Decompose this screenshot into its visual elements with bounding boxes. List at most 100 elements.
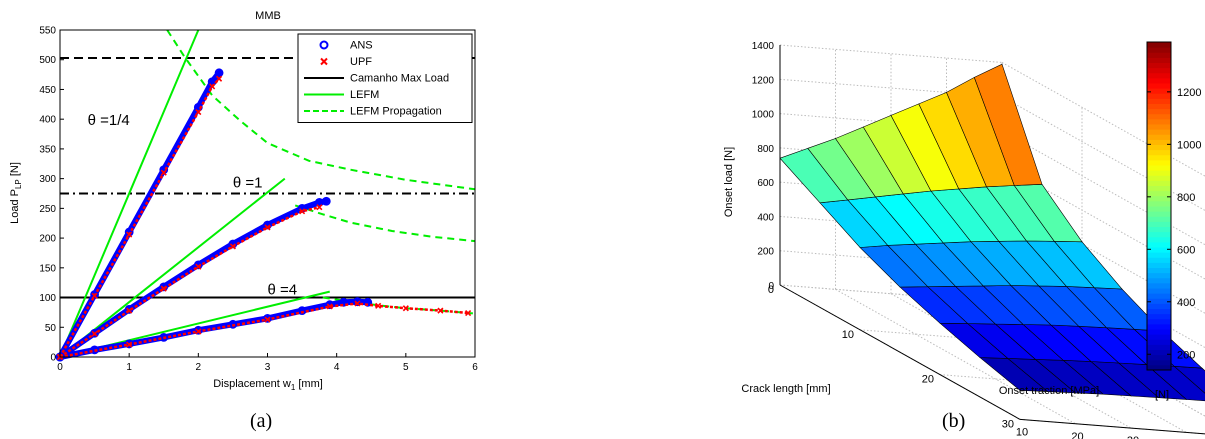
colorbar-tick-label: 1000	[1177, 139, 1201, 151]
series-upf-point	[354, 300, 361, 307]
colorbar-segment	[1147, 206, 1171, 212]
series-ans-point	[214, 68, 224, 78]
crack-length-tick-label: 0	[768, 284, 774, 296]
colorbar-segment	[1147, 134, 1171, 140]
lefm-propagation-curve	[294, 204, 476, 243]
series-upf-point	[264, 316, 271, 323]
colorbar-segment	[1147, 195, 1171, 202]
x-tick-label: 0	[57, 362, 63, 373]
colorbar-segment	[1147, 257, 1171, 263]
colorbar-segment	[1147, 200, 1171, 207]
colorbar-tick-label: 1200	[1177, 87, 1201, 99]
colorbar-tick-label: 600	[1177, 244, 1195, 256]
colorbar-segment	[1147, 88, 1171, 94]
series-upf-band	[59, 302, 469, 359]
onset-load-surface-chart: 0200400600800100012001400010203010203040…	[723, 41, 1205, 439]
series-upf-point	[402, 305, 409, 312]
onset-traction-tick-label: 20	[1071, 431, 1083, 439]
y-tick-label: 300	[39, 174, 56, 185]
z-tick-label: 1400	[752, 41, 775, 52]
surface-patch	[973, 63, 1043, 186]
series-upf-point	[195, 328, 202, 335]
series-upf-point	[209, 83, 216, 90]
legend-ans-marker	[319, 40, 329, 50]
series-upf-point	[229, 243, 236, 250]
theta-annotation: θ =1/4	[88, 112, 130, 129]
series-upf-point	[126, 307, 133, 314]
colorbar-segment	[1147, 313, 1171, 320]
series-ans-point	[353, 297, 362, 307]
y-tick-label: 50	[45, 323, 57, 334]
colorbar-segment	[1147, 165, 1171, 171]
colorbar-segment	[1147, 241, 1171, 248]
colorbar-tick-label: 800	[1177, 192, 1195, 204]
y-tick-label: 150	[39, 263, 56, 274]
colorbar-segment	[1147, 139, 1171, 145]
series-upf-point	[465, 309, 472, 317]
colorbar-segment	[1147, 180, 1171, 186]
y-tick-label: 450	[39, 85, 56, 96]
colorbar-segment	[1147, 144, 1171, 151]
colorbar-segment	[1147, 329, 1171, 335]
series-upf-point	[195, 108, 202, 116]
series-upf-point	[299, 208, 306, 215]
colorbar-segment	[1147, 175, 1171, 181]
caption-right: (b)	[942, 410, 966, 432]
grid-line	[779, 44, 1003, 63]
colorbar-segment	[1147, 298, 1171, 304]
z-tick-label: 400	[757, 212, 774, 223]
series-ans-point	[321, 196, 331, 206]
series-ans-point	[228, 319, 238, 329]
colorbar-segment	[1147, 354, 1171, 361]
y-tick-label: 250	[39, 204, 56, 215]
y-tick-label: 350	[39, 144, 56, 155]
colorbar-segment	[1147, 159, 1171, 166]
colorbar-segment	[1147, 185, 1171, 192]
colorbar-segment	[1147, 42, 1171, 48]
theta-annotation: θ =1	[233, 175, 263, 192]
crack-length-axis-label: Crack length [mm]	[741, 383, 830, 395]
onset-traction-tick-label: 10	[1016, 426, 1028, 438]
colorbar-segment	[1147, 252, 1171, 258]
colorbar-segment	[1147, 277, 1171, 284]
colorbar-segment	[1147, 293, 1171, 299]
colorbar-label: [N]	[1155, 389, 1169, 401]
colorbar-segment	[1147, 62, 1171, 69]
z-tick-label: 1200	[752, 75, 775, 86]
y-tick-label: 550	[39, 26, 56, 37]
y-axis-label: Load PLP [N]	[9, 162, 23, 224]
lefm-propagation-curve	[166, 29, 476, 191]
series-upf-point	[160, 169, 167, 176]
legend-entry-label: UPF	[350, 56, 372, 68]
chart-title: MMB	[255, 10, 281, 22]
colorbar-segment	[1147, 149, 1171, 156]
series-upf-point	[264, 224, 271, 231]
colorbar: 200 400 600 800 1000 1200	[1146, 41, 1201, 371]
series-upf-point	[316, 204, 323, 211]
legend-entry-label: ANS	[350, 40, 373, 52]
colorbar-segment	[1147, 129, 1171, 135]
series-upf-point	[91, 292, 98, 299]
colorbar-segment	[1147, 334, 1171, 340]
colorbar-segment	[1147, 272, 1171, 279]
grid-line	[1001, 96, 1205, 211]
y-tick-label: 100	[39, 293, 56, 304]
colorbar-segment	[1147, 247, 1171, 253]
series-ans-point	[90, 290, 99, 299]
series-upf-point	[160, 285, 167, 292]
grid-line	[835, 288, 1076, 425]
series-ans-point	[228, 239, 238, 249]
colorbar-segment	[1147, 221, 1171, 227]
series-upf-point	[326, 303, 333, 310]
colorbar-segment	[1147, 308, 1171, 315]
y-tick-label: 0	[50, 353, 56, 364]
x-tick-label: 4	[334, 362, 340, 373]
series-upf-point	[437, 307, 444, 314]
legend-entry-label: Camanho Max Load	[350, 73, 449, 85]
x-tick-label: 3	[265, 362, 271, 373]
onset-traction-axis-label: Onset traction [MPa]	[999, 385, 1099, 397]
colorbar-segment	[1147, 216, 1171, 222]
colorbar-segment	[1147, 262, 1171, 268]
colorbar-segment	[1147, 113, 1171, 120]
legend-entry-label: LEFM	[350, 89, 379, 101]
